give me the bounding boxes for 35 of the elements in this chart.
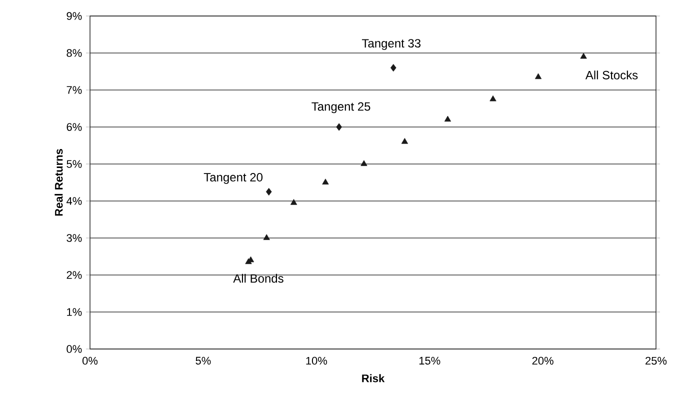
y-tick-label: 5% (66, 160, 82, 168)
y-tick-label: 7% (66, 86, 82, 94)
y-tick-label: 6% (66, 123, 82, 131)
y-tick-label: 9% (66, 12, 82, 20)
x-tick-label: 0% (82, 356, 98, 365)
point (390, 64, 396, 72)
annotation: All Bonds (233, 274, 284, 283)
x-axis-title: Risk (362, 374, 385, 382)
x-tick-label: 20% (532, 356, 554, 365)
y-tick-label: 2% (66, 271, 82, 279)
y-tick-label: 8% (66, 49, 82, 57)
point (490, 95, 496, 102)
point (534, 73, 542, 80)
point (444, 116, 452, 122)
point (580, 52, 587, 59)
y-tick-label: 0% (66, 345, 82, 353)
point (360, 160, 368, 166)
point (401, 138, 408, 144)
x-tick-label: 10% (306, 356, 328, 365)
point (322, 178, 329, 184)
annotation: All Stocks (585, 70, 638, 80)
point (263, 234, 270, 240)
y-axis-title: Real Returns (54, 149, 63, 216)
annotation: Tangent 33 (362, 39, 421, 50)
x-tick-label: 25% (646, 356, 667, 365)
x-tick-label: 15% (419, 356, 440, 365)
annotation: Tangent 25 (312, 102, 370, 114)
y-tick-label: 3% (66, 234, 82, 242)
annotation: Tangent 20 (204, 173, 263, 184)
x-tick-label: 5% (196, 356, 211, 365)
point (336, 123, 342, 131)
y-tick-label: 1% (67, 308, 82, 316)
y-tick-label: 4% (66, 197, 82, 205)
point (266, 188, 272, 196)
point (290, 199, 298, 205)
